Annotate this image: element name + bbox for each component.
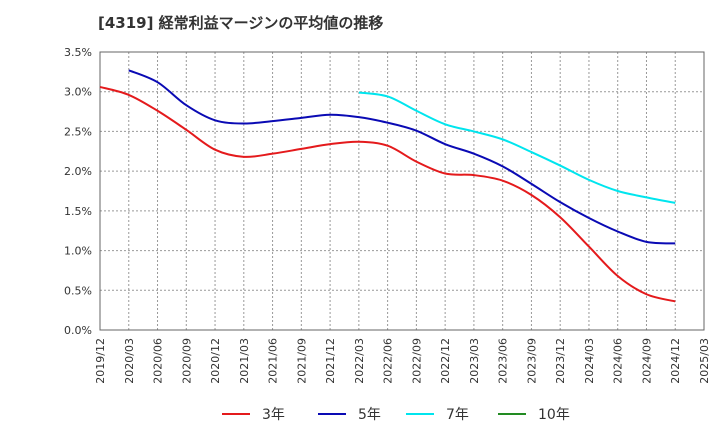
- y-tick-label: 0.5%: [64, 284, 92, 297]
- x-tick-label: 2024/03: [583, 338, 596, 384]
- x-tick-label: 2022/12: [439, 338, 452, 384]
- x-tick-label: 2022/06: [382, 338, 395, 384]
- legend-label-3: 10年: [538, 407, 570, 423]
- plot-border: [99, 51, 705, 331]
- x-tick-label: 2023/06: [497, 338, 510, 384]
- plot-area-border: [99, 51, 705, 331]
- y-tick-label: 2.5%: [64, 125, 92, 138]
- x-tick-label: 2021/03: [238, 338, 251, 384]
- y-tick-label: 1.0%: [64, 245, 92, 258]
- legend-label-1: 5年: [358, 407, 381, 423]
- x-axis: 2019/12 2020/03 2020/06 2020/09 2020/12 2021/…: [94, 338, 711, 384]
- x-tick-label: 2020/06: [152, 338, 165, 384]
- x-tick-label: 2025/03: [698, 338, 711, 384]
- x-tick-label: 2021/06: [267, 338, 280, 384]
- y-tick-label: 3.0%: [64, 86, 92, 99]
- y-tick-label: 0.0%: [64, 324, 92, 337]
- y-tick-label: 2.0%: [64, 165, 92, 178]
- y-tick-label: 3.5%: [64, 46, 92, 59]
- x-tick-label: 2021/12: [324, 338, 337, 384]
- series-line-2: [358, 91, 676, 204]
- x-tick-label: 2023/09: [525, 338, 538, 384]
- x-tick-label: 2022/03: [353, 338, 366, 384]
- y-axis: 0.0% 0.5% 1.0% 1.5% 2.0% 2.5% 3.0% 3.5%: [64, 46, 92, 337]
- series-line-0: [99, 85, 676, 303]
- x-tick-label: 2024/06: [612, 338, 625, 384]
- series-lines: [99, 69, 676, 303]
- x-tick-label: 2024/09: [640, 338, 653, 384]
- y-tick-label: 1.5%: [64, 205, 92, 218]
- legend: 3年 5年 7年 10年: [222, 407, 570, 423]
- chart-title: [4319] 経常利益マージンの平均値の推移: [98, 14, 384, 32]
- legend-label-0: 3年: [262, 407, 285, 423]
- x-tick-label: 2023/03: [468, 338, 481, 384]
- x-tick-label: 2023/12: [554, 338, 567, 384]
- x-tick-label: 2021/09: [295, 338, 308, 384]
- x-tick-label: 2020/03: [123, 338, 136, 384]
- x-tick-label: 2019/12: [94, 338, 107, 384]
- x-tick-label: 2024/12: [669, 338, 682, 384]
- x-tick-label: 2020/09: [180, 338, 193, 384]
- series-line-1: [128, 69, 676, 245]
- x-tick-label: 2020/12: [209, 338, 222, 384]
- legend-label-2: 7年: [446, 407, 469, 423]
- grid: [99, 51, 705, 331]
- x-tick-label: 2022/09: [410, 338, 423, 384]
